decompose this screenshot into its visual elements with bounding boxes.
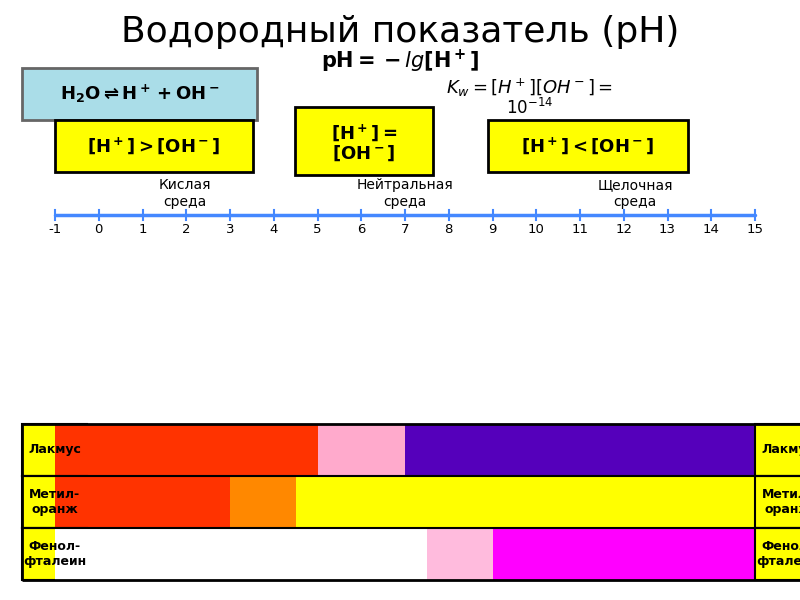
Bar <box>493 528 755 580</box>
Text: $\bf{[H^+] > [OH^-]}$: $\bf{[H^+] > [OH^-]}$ <box>87 136 221 157</box>
Text: Метил-
оранж: Метил- оранж <box>29 488 80 516</box>
Text: 0: 0 <box>94 223 103 236</box>
Bar <box>55 120 253 172</box>
Text: 8: 8 <box>445 223 453 236</box>
Text: 5: 5 <box>314 223 322 236</box>
Text: 14: 14 <box>703 223 720 236</box>
Text: 4: 4 <box>270 223 278 236</box>
Text: Нейтральная
среда: Нейтральная среда <box>357 178 454 209</box>
Bar <box>755 528 800 580</box>
Text: $\bf{pH = -}$$\bf{\mathit{lg}}$$\bf{[H^+]}$: $\bf{pH = -}$$\bf{\mathit{lg}}$$\bf{[H^+… <box>321 48 479 75</box>
Text: $\bf{[H^+]=}$: $\bf{[H^+]=}$ <box>331 122 397 143</box>
Text: Кислая
среда: Кислая среда <box>158 178 211 209</box>
Text: 12: 12 <box>615 223 632 236</box>
Text: 3: 3 <box>226 223 234 236</box>
Text: Метил-
оранж: Метил- оранж <box>762 488 800 516</box>
Bar <box>296 476 755 528</box>
Bar <box>755 476 800 528</box>
Bar <box>22 476 87 528</box>
Bar <box>755 424 800 476</box>
Text: Лакмус: Лакмус <box>761 443 800 457</box>
Bar <box>427 528 493 580</box>
Text: 15: 15 <box>746 223 763 236</box>
Text: 10: 10 <box>528 223 545 236</box>
Bar <box>22 424 87 476</box>
Text: $K_w = [H^+][OH^-] =$: $K_w = [H^+][OH^-] =$ <box>446 77 614 99</box>
Bar <box>295 107 433 175</box>
Bar <box>230 476 296 528</box>
Text: Лакмус: Лакмус <box>28 443 81 457</box>
Text: 11: 11 <box>571 223 589 236</box>
Text: 1: 1 <box>138 223 146 236</box>
Text: Водородный показатель (pH): Водородный показатель (pH) <box>121 15 679 49</box>
Bar <box>405 424 755 476</box>
Text: Фенол-
фталеин: Фенол- фталеин <box>756 540 800 568</box>
Text: 2: 2 <box>182 223 190 236</box>
Text: -1: -1 <box>48 223 62 236</box>
Bar <box>318 424 405 476</box>
Text: 7: 7 <box>401 223 410 236</box>
Bar <box>55 476 230 528</box>
Text: 13: 13 <box>659 223 676 236</box>
Text: $\bf{H_2O \rightleftharpoons H^+ + OH^-}$: $\bf{H_2O \rightleftharpoons H^+ + OH^-}… <box>60 83 219 105</box>
Text: Щелочная
среда: Щелочная среда <box>598 178 673 209</box>
Bar <box>22 68 257 120</box>
Bar <box>22 424 800 580</box>
Bar <box>55 424 318 476</box>
Bar <box>22 528 87 580</box>
Bar <box>488 120 688 172</box>
Bar <box>55 528 427 580</box>
Text: $\bf{[OH^-]}$: $\bf{[OH^-]}$ <box>332 143 396 163</box>
Text: $10^{-14}$: $10^{-14}$ <box>506 98 554 118</box>
Text: 6: 6 <box>357 223 366 236</box>
Text: Фенол-
фталеин: Фенол- фталеин <box>23 540 86 568</box>
Text: 9: 9 <box>488 223 497 236</box>
Text: $\bf{[H^+] < [OH^-]}$: $\bf{[H^+] < [OH^-]}$ <box>522 136 654 157</box>
